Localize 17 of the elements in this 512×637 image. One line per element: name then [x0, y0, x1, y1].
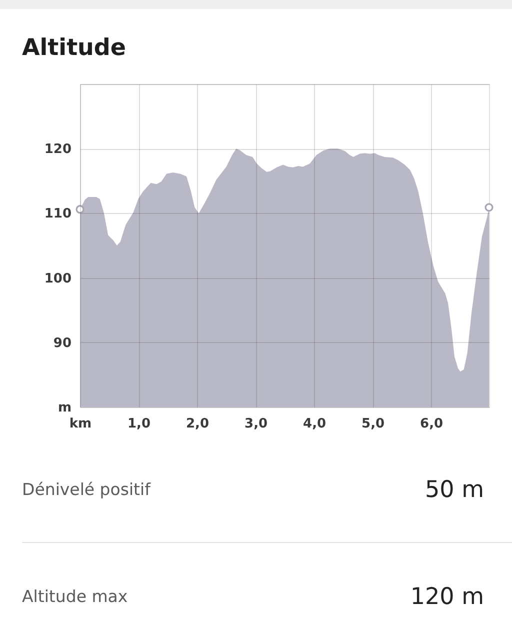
- y-tick-label: m: [58, 400, 72, 416]
- y-tick-label: 100: [44, 271, 72, 286]
- chart-title: Altitude: [22, 34, 126, 62]
- text: Dénivelé positif: [22, 479, 150, 501]
- y-tick-label: 120: [44, 142, 72, 158]
- x-tick-label: 4,0: [303, 416, 326, 432]
- text: Altitude max: [22, 586, 128, 608]
- x-tick-label: km: [69, 416, 92, 432]
- x-tick-label: 2,0: [186, 416, 210, 432]
- x-tick-label: 5,0: [362, 416, 385, 432]
- x-tick-label: 3,0: [244, 416, 268, 432]
- x-tick-label: 6,0: [420, 416, 444, 432]
- text: 50 m: [425, 476, 484, 505]
- y-tick-label: 110: [44, 206, 72, 222]
- x-tick-label: 1,0: [127, 416, 151, 432]
- y-tick-label: 90: [53, 336, 72, 351]
- text: 120 m: [410, 583, 484, 612]
